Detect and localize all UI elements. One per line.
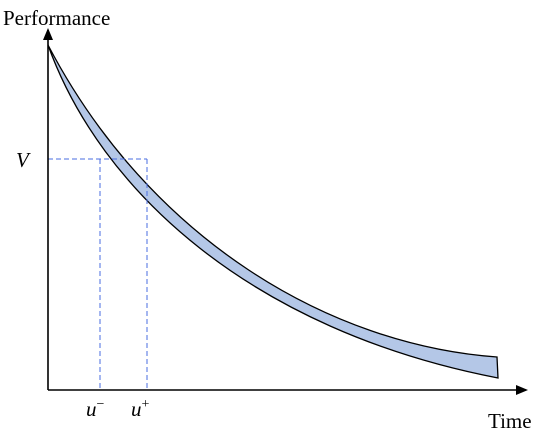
u-minus-base: u (86, 397, 97, 421)
u-plus-base: u (131, 397, 142, 421)
u-minus-label: u− (86, 397, 105, 421)
x-axis-label: Time (488, 409, 532, 433)
u-minus-sup: − (97, 397, 105, 412)
performance-band (47, 44, 499, 379)
u-plus-sup: + (142, 397, 150, 412)
u-plus-label: u+ (131, 397, 150, 421)
threshold-label: V (16, 148, 31, 172)
y-axis-label: Performance (3, 6, 110, 30)
